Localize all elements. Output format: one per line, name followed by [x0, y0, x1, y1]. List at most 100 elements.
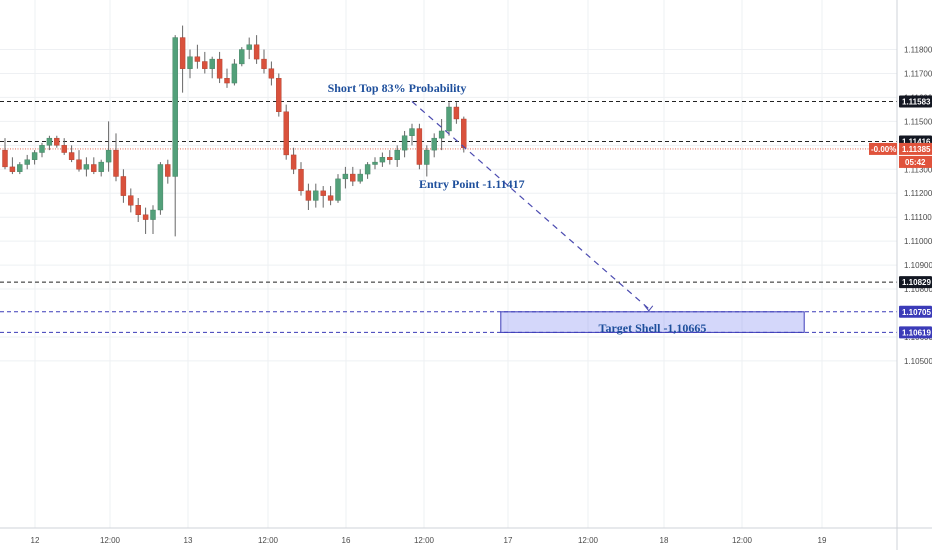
current-price-box	[899, 142, 932, 155]
candle-body	[98, 161, 104, 172]
price-change-box	[869, 142, 897, 155]
candle-body	[91, 164, 97, 172]
candle-body	[453, 106, 460, 120]
candle-body	[120, 176, 127, 196]
candle-body	[305, 190, 312, 201]
candle-body	[350, 173, 356, 182]
candle-body	[379, 157, 386, 163]
candle-body	[268, 68, 275, 79]
candle-body	[194, 56, 201, 62]
time-tick-label: 12:00	[578, 536, 599, 545]
annotations: Short Top 83% Probability Entry Point -1.…	[328, 81, 707, 335]
candle-body	[246, 44, 252, 50]
candle-body	[327, 195, 334, 201]
candle-body	[239, 49, 245, 65]
candle-body	[461, 118, 467, 148]
candle-body	[424, 149, 430, 165]
time-tick-label: 12:00	[414, 536, 435, 545]
candle-body	[17, 164, 23, 172]
candle-body	[446, 106, 452, 132]
countdown-box	[899, 155, 932, 168]
price-tag-label: 1.11416	[902, 137, 931, 146]
price-tick-label: 1.11800	[904, 46, 932, 55]
projection-arrowhead	[644, 305, 654, 312]
time-tick-label: 12:00	[100, 536, 121, 545]
current-price-label: 1.11385	[902, 145, 931, 154]
candle-body	[31, 152, 38, 160]
candle-body	[290, 154, 297, 170]
candle-body	[401, 135, 408, 151]
price-tag-label: 1.10705	[902, 308, 931, 317]
time-tick-label: 13	[184, 536, 193, 545]
time-axis[interactable]: 12 12:00 13 12:00 16 12:00 17 12:00 18 12:00 19	[31, 536, 827, 545]
candle-body	[231, 63, 238, 84]
candle-body	[224, 78, 230, 84]
candle-body	[216, 58, 223, 79]
candle-body	[172, 37, 178, 177]
price-tag-label: 1.10619	[902, 328, 931, 337]
candle-body	[46, 137, 53, 146]
candle-body	[313, 190, 319, 201]
candle-body	[39, 145, 45, 153]
candle-body	[61, 145, 67, 153]
candle-body	[283, 111, 289, 156]
candle-body	[187, 56, 193, 69]
annotation-target-shell: Target Shell -1,10665	[599, 321, 707, 335]
candle-body	[128, 195, 134, 206]
price-tag-box	[899, 276, 932, 289]
candle-body	[276, 78, 282, 112]
price-tag-box	[899, 326, 932, 339]
price-tick-label: 1.11300	[904, 165, 932, 174]
candle-body	[9, 166, 16, 172]
candle-body	[438, 130, 445, 139]
candle-body	[76, 159, 82, 170]
candle-body	[431, 137, 437, 151]
price-tick-label: 1.11200	[904, 189, 932, 198]
annotation-entry-point: Entry Point -1.11417	[419, 177, 525, 191]
candle-body	[357, 173, 363, 182]
candle-body	[105, 149, 112, 163]
chart-grid	[0, 0, 897, 528]
candle-body	[335, 178, 341, 201]
candle-body	[320, 190, 326, 196]
price-tick-label: 1.10500	[904, 357, 932, 366]
time-tick-label: 12:00	[732, 536, 753, 545]
candle-body	[394, 149, 400, 160]
price-tag-box	[899, 305, 932, 318]
candle-body	[157, 164, 164, 211]
price-tag-box	[899, 95, 932, 108]
candle-body	[135, 205, 141, 215]
candle-body	[372, 161, 378, 165]
candle-body	[142, 214, 149, 220]
projection-line	[411, 101, 654, 312]
time-tick-label: 12:00	[258, 536, 279, 545]
candle-body	[416, 128, 423, 165]
price-tick-label: 1.11000	[904, 237, 932, 246]
candle-body	[83, 164, 90, 170]
candle-body	[342, 173, 349, 180]
candle-body	[2, 149, 8, 168]
price-tick-label: 1.10900	[904, 261, 932, 270]
candle-body	[387, 157, 393, 160]
price-axis[interactable]: 1.118001.117001.116001.115001.114001.113…	[904, 46, 932, 366]
candle-body	[364, 164, 371, 175]
annotation-short-top: Short Top 83% Probability	[328, 81, 467, 95]
price-levels	[0, 101, 897, 333]
price-tick-label: 1.10800	[904, 285, 932, 294]
price-tick-label: 1.11100	[904, 213, 932, 222]
time-tick-label: 19	[818, 536, 827, 545]
candle-body	[24, 159, 30, 165]
candle-body	[54, 137, 60, 146]
time-tick-label: 12	[31, 536, 40, 545]
candle-body	[68, 152, 75, 160]
price-tag-label: 1.10829	[902, 278, 931, 287]
price-tag-label: 1.11583	[902, 98, 931, 107]
projection-dashed-line	[411, 101, 650, 310]
candle-body	[209, 58, 215, 69]
candle-body	[298, 169, 304, 192]
candle-body	[150, 209, 156, 220]
price-tick-label: 1.11700	[904, 69, 932, 78]
time-tick-label: 16	[342, 536, 351, 545]
